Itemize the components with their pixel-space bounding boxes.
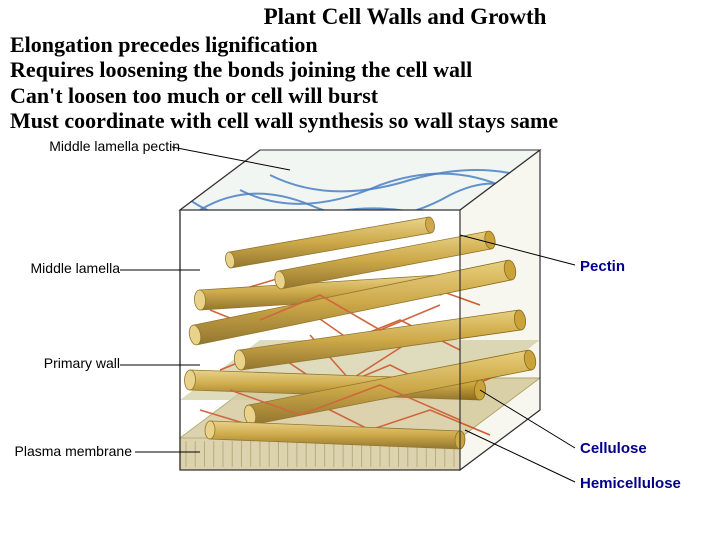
page-title: Plant Cell Walls and Growth bbox=[0, 0, 720, 30]
cell-wall-diagram: Middle lamella pectin Middle lamella Prima… bbox=[0, 130, 720, 540]
left-label: Primary wall bbox=[20, 355, 120, 371]
bullet-item: Elongation precedes lignification bbox=[10, 32, 720, 57]
bullet-item: Can't loosen too much or cell will burst bbox=[10, 83, 720, 108]
bullet-list: Elongation precedes lignification Requir… bbox=[0, 30, 720, 133]
left-label: Middle lamella pectin bbox=[30, 138, 180, 154]
right-label: Cellulose bbox=[580, 440, 647, 457]
bullet-item: Requires loosening the bonds joining the… bbox=[10, 57, 720, 82]
cube-group bbox=[180, 150, 540, 470]
right-label: Pectin bbox=[580, 258, 625, 275]
left-label: Plasma membrane bbox=[2, 443, 132, 459]
right-label: Hemicellulose bbox=[580, 475, 681, 492]
left-label: Middle lamella bbox=[10, 260, 120, 276]
